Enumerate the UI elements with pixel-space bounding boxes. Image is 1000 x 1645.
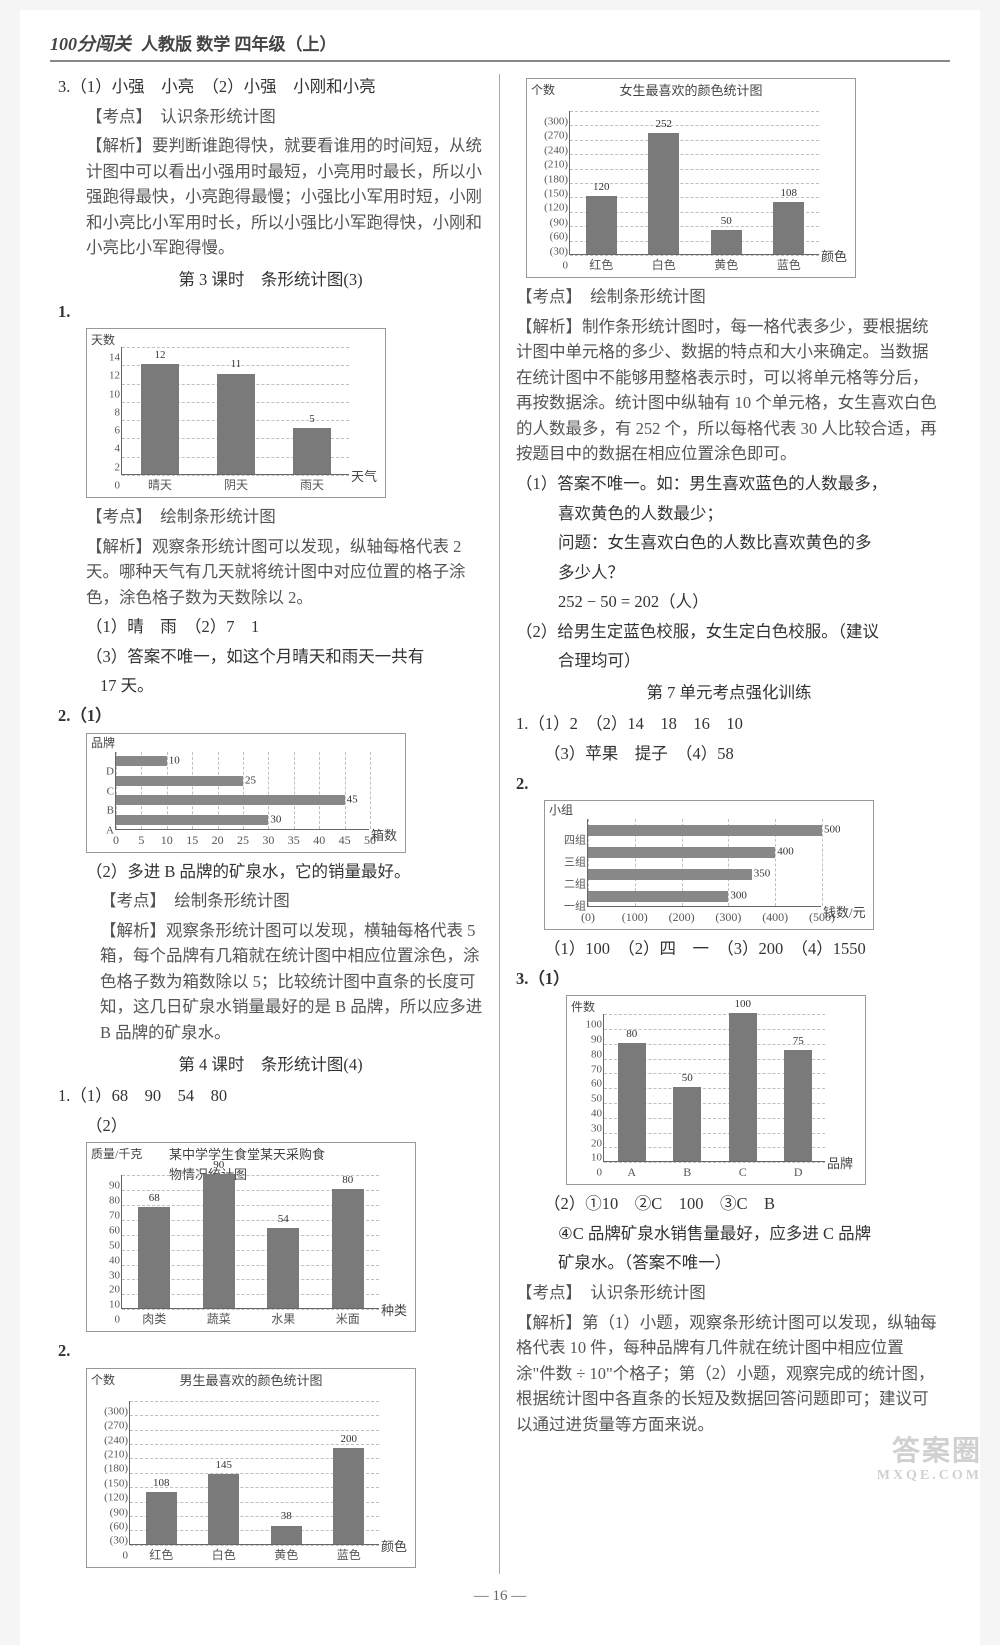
chart-girls-color: 女生最喜欢的颜色统计图个数0(30)(60)(90)(120)(150)(180… <box>526 78 856 278</box>
u7-q3-2c: 矿泉水。（答案不唯一） <box>516 1250 942 1276</box>
sec4-q1: 1.（1）68 90 54 80 <box>58 1083 483 1109</box>
chart-boys-color: 男生最喜欢的颜色统计图个数0(30)(60)(90)(120)(150)(180… <box>86 1368 416 1568</box>
page: 100分闯关 人教版 数学 四年级（上） 3.（1）小强 小亮 （2）小强 小刚… <box>20 10 980 1645</box>
r-a1-4: 多少人？ <box>516 560 942 586</box>
q3-jiexi: 【解析】要判断谁跑得快，就要看谁用的时间短，从统计图中可以看出小强用时最短，小亮… <box>58 133 483 261</box>
sec3-q1-ans3b: 17 天。 <box>58 673 483 699</box>
watermark: 答案圈 MXQE.COM <box>877 1437 982 1483</box>
watermark-big: 答案圈 <box>892 1436 982 1467</box>
sec3-q2-num: 2.（1） <box>58 703 483 729</box>
u7-q3-2b: ④C 品牌矿泉水销售量最好，应多进 C 品牌 <box>516 1221 942 1247</box>
chart-weather: 天数0246810121412晴天11阴天5雨天天气 <box>86 328 386 498</box>
r-a1-3: 问题：女生喜欢白色的人数比喜欢黄色的多 <box>516 530 942 556</box>
header-subtitle: 人教版 数学 四年级（上） <box>141 30 337 55</box>
chart-brand-sales: 件数010203040506070809010080A50B100C75D品牌 <box>566 995 866 1185</box>
sec4-title: 第 4 课时 条形统计图(4) <box>58 1052 483 1078</box>
sec3-q2-ans2: （2）多进 B 品牌的矿泉水，它的销量最好。 <box>58 859 483 885</box>
page-header: 100分闯关 人教版 数学 四年级（上） <box>50 30 950 62</box>
chart-groups-hbar: 小组(0)(100)(200)(300)(400)(500)500四组400三组… <box>544 800 874 930</box>
r-jiexi: 【解析】制作条形统计图时，每一格代表多少，要根据统计图中单元格的多少、数据的特点… <box>516 314 942 467</box>
u7-q3-2a: （2）①10 ②C 100 ③C B <box>516 1191 942 1217</box>
sec3-title: 第 3 课时 条形统计图(3) <box>58 267 483 293</box>
sec4-q1-2: （2） <box>58 1113 483 1139</box>
sec3-q2-kaodian: 【考点】 绘制条形统计图 <box>58 888 483 914</box>
chart-food: 某中学学生食堂某天采购食物情况统计图质量/千克01020304050607080… <box>86 1142 416 1332</box>
left-column: 3.（1）小强 小亮 （2）小强 小刚和小亮 【考点】 认识条形统计图 【解析】… <box>50 74 500 1574</box>
columns: 3.（1）小强 小亮 （2）小强 小刚和小亮 【考点】 认识条形统计图 【解析】… <box>50 74 950 1574</box>
u7-q3-num: 3.（1） <box>516 966 942 992</box>
r-a1-2: 喜欢黄色的人数最少； <box>516 501 942 527</box>
u7-q2-ans: （1）100 （2）四 一 （3）200 （4）1550 <box>516 936 942 962</box>
u7-kaodian: 【考点】 认识条形统计图 <box>516 1280 942 1306</box>
r-kaodian: 【考点】 绘制条形统计图 <box>516 284 942 310</box>
r-a1-1: （1）答案不唯一。如：男生喜欢蓝色的人数最多， <box>516 471 942 497</box>
sec3-q1-num: 1. <box>58 299 483 325</box>
right-column: 女生最喜欢的颜色统计图个数0(30)(60)(90)(120)(150)(180… <box>500 74 950 1574</box>
q3-line1: 3.（1）小强 小亮 （2）小强 小刚和小亮 <box>58 74 483 100</box>
sec4-q2-num: 2. <box>58 1338 483 1364</box>
r-a2-2: 合理均可） <box>516 648 942 674</box>
u7-q1-1: 1.（1）2 （2）14 18 16 10 <box>516 711 942 737</box>
r-a1-5: 252 − 50 = 202（人） <box>516 589 942 615</box>
chart-brand-hbar: 品牌0510152025303540455010D25C45B30A箱数 <box>86 733 406 853</box>
u7-jiexi: 【解析】第（1）小题，观察条形统计图可以发现，纵轴每格代表 10 件，每种品牌有… <box>516 1310 942 1438</box>
u7-q1-3: （3）苹果 提子 （4）58 <box>516 741 942 767</box>
header-logo: 100分闯关 <box>50 30 131 56</box>
sec3-q2-jiexi: 【解析】观察条形统计图可以发现，横轴每格代表 5 箱，每个品牌有几箱就在统计图中… <box>58 918 483 1046</box>
sec3-q1-ans1: （1）晴 雨 （2）7 1 <box>58 614 483 640</box>
watermark-small: MXQE.COM <box>877 1468 982 1483</box>
u7-q2-num: 2. <box>516 771 942 797</box>
sec3-q1-ans3: （3）答案不唯一，如这个月晴天和雨天一共有 <box>58 644 483 670</box>
sec3-q1-kaodian: 【考点】 绘制条形统计图 <box>58 504 483 530</box>
sec3-q1-jiexi: 【解析】观察条形统计图可以发现，纵轴每格代表 2 天。哪种天气有几天就将统计图中… <box>58 534 483 611</box>
page-number: — 16 — <box>50 1588 950 1605</box>
sec7-title: 第 7 单元考点强化训练 <box>516 680 942 706</box>
r-a2-1: （2）给男生定蓝色校服，女生定白色校服。（建议 <box>516 619 942 645</box>
q3-kaodian: 【考点】 认识条形统计图 <box>58 104 483 130</box>
